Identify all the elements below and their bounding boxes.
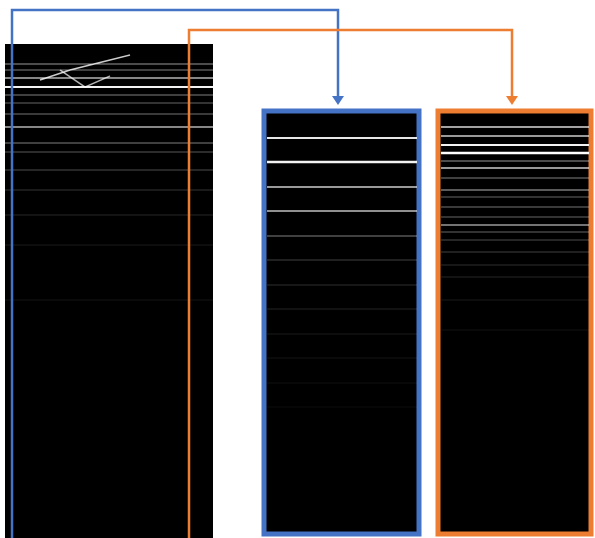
diagram xyxy=(0,0,595,538)
page xyxy=(0,0,595,538)
source-image xyxy=(5,44,213,538)
image-background xyxy=(5,44,213,538)
orange-arrowhead xyxy=(506,96,518,105)
blue-arrowhead xyxy=(332,96,344,105)
blue-panel xyxy=(264,111,419,534)
orange-panel xyxy=(438,111,591,534)
orange-panel-frame xyxy=(438,111,591,534)
blue-panel-frame xyxy=(264,111,419,534)
